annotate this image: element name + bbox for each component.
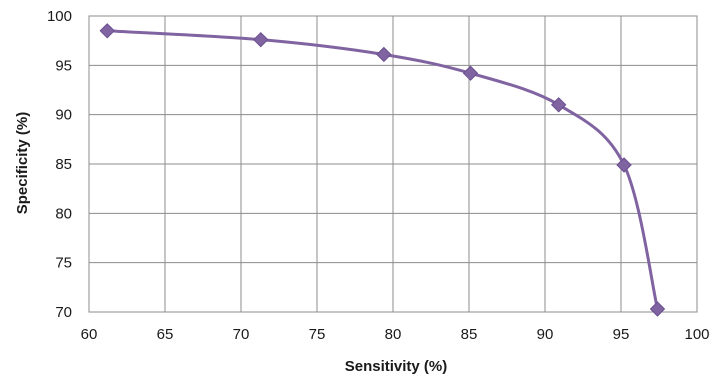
data-point-marker: [616, 157, 632, 173]
data-point-marker: [550, 97, 567, 113]
x-tick-label: 85: [461, 326, 478, 343]
data-point-marker: [376, 46, 392, 63]
data-point-marker: [99, 23, 115, 39]
y-tick-label: 95: [55, 57, 72, 74]
x-axis-title: Sensitivity (%): [345, 358, 448, 375]
data-point-marker: [253, 31, 269, 48]
plot-area-frame: [88, 15, 698, 313]
x-tick-label: 65: [157, 326, 174, 343]
y-tick-label: 70: [55, 304, 72, 321]
x-tick-label: 70: [233, 326, 250, 343]
series-line: [105, 29, 659, 311]
series-layer: [99, 23, 666, 317]
y-tick-label: 100: [47, 8, 72, 25]
y-tick-label: 80: [55, 205, 72, 222]
x-tick-label: 60: [81, 326, 98, 343]
x-tick-label: 95: [613, 326, 630, 343]
x-tick-label: 100: [684, 326, 709, 343]
x-tick-label: 90: [537, 326, 554, 343]
data-point-marker: [649, 301, 666, 317]
y-axis-title: Specificity (%): [14, 112, 31, 215]
x-axis-tick-labels: 60 65 70 75 80 85 90 95 100: [81, 326, 710, 343]
x-tick-label: 80: [385, 326, 402, 343]
data-point-marker: [462, 65, 479, 81]
y-tick-label: 75: [55, 255, 72, 272]
y-tick-label: 90: [55, 107, 72, 124]
x-tick-label: 75: [309, 326, 326, 343]
y-tick-label: 85: [55, 156, 72, 173]
y-axis-tick-labels: 70 75 80 85 90 95 100: [47, 8, 72, 321]
gridlines: [88, 15, 698, 313]
